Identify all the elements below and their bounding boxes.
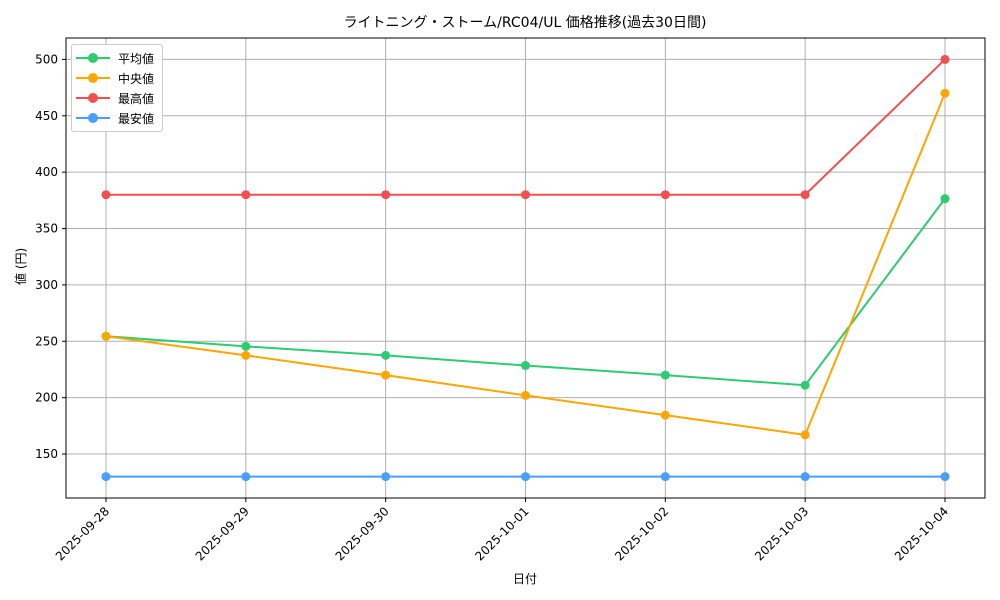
legend-label: 平均値 <box>118 51 155 66</box>
chart-title: ライトニング・ストーム/RC04/UL 価格推移(過去30日間) <box>343 15 707 31</box>
legend-item-min: 最安値 <box>72 108 162 128</box>
series-lines <box>101 54 950 482</box>
y-tick-label: 450 <box>35 109 58 123</box>
data-point <box>660 410 670 420</box>
y-tick-label: 400 <box>35 165 58 179</box>
data-point <box>521 472 530 482</box>
legend-marker-icon <box>76 88 110 108</box>
data-point <box>940 54 950 64</box>
data-point <box>241 472 251 482</box>
legend: 平均値 中央値 最高値 最安値 <box>71 44 163 132</box>
x-axis-label: 日付 <box>512 572 537 586</box>
legend-label: 最安値 <box>118 111 155 126</box>
data-point <box>800 190 810 200</box>
x-tick-label: 2025-09-29 <box>193 504 252 563</box>
y-axis-ticks: 150 200 250 300 350 400 450 500 <box>35 52 66 461</box>
y-tick-label: 200 <box>35 391 58 405</box>
legend-item-average: 平均値 <box>72 48 162 68</box>
y-tick-label: 500 <box>35 52 58 66</box>
y-tick-label: 150 <box>35 447 58 461</box>
data-point <box>940 194 950 204</box>
data-point <box>800 430 810 440</box>
data-point <box>521 361 530 371</box>
y-tick-label: 250 <box>35 334 58 348</box>
data-point <box>521 190 530 200</box>
data-point <box>241 190 251 200</box>
x-tick-label: 2025-09-28 <box>53 504 112 563</box>
x-tick-label: 2025-10-01 <box>472 504 531 563</box>
legend-marker-icon <box>76 68 110 88</box>
data-point <box>381 350 391 360</box>
y-tick-label: 350 <box>35 222 58 236</box>
data-point <box>660 370 670 380</box>
x-tick-label: 2025-10-03 <box>752 504 811 563</box>
data-point <box>660 472 670 482</box>
legend-item-median: 中央値 <box>72 68 162 88</box>
data-point <box>940 472 950 482</box>
data-point <box>800 380 810 390</box>
legend-item-max: 最高値 <box>72 88 162 108</box>
gridlines <box>66 38 985 498</box>
data-point <box>381 190 391 200</box>
legend-label: 中央値 <box>118 71 155 86</box>
data-point <box>660 190 670 200</box>
x-tick-label: 2025-09-30 <box>333 504 392 563</box>
data-point <box>101 472 111 482</box>
y-axis-label: 値 (円) <box>14 247 28 285</box>
data-point <box>800 472 810 482</box>
data-point <box>381 370 391 380</box>
data-point <box>101 331 111 341</box>
data-point <box>241 350 251 360</box>
legend-marker-icon <box>76 108 110 128</box>
x-axis-ticks: 2025-09-28 2025-09-29 2025-09-30 2025-10-01… <box>53 498 951 563</box>
y-tick-label: 300 <box>35 278 58 292</box>
data-point <box>521 390 530 400</box>
data-point <box>101 190 111 200</box>
x-tick-label: 2025-10-04 <box>892 504 951 563</box>
data-point <box>940 88 950 98</box>
x-tick-label: 2025-10-02 <box>612 504 671 563</box>
data-point <box>381 472 391 482</box>
legend-marker-icon <box>76 48 110 68</box>
data-point <box>241 341 251 351</box>
legend-label: 最高値 <box>118 91 155 106</box>
